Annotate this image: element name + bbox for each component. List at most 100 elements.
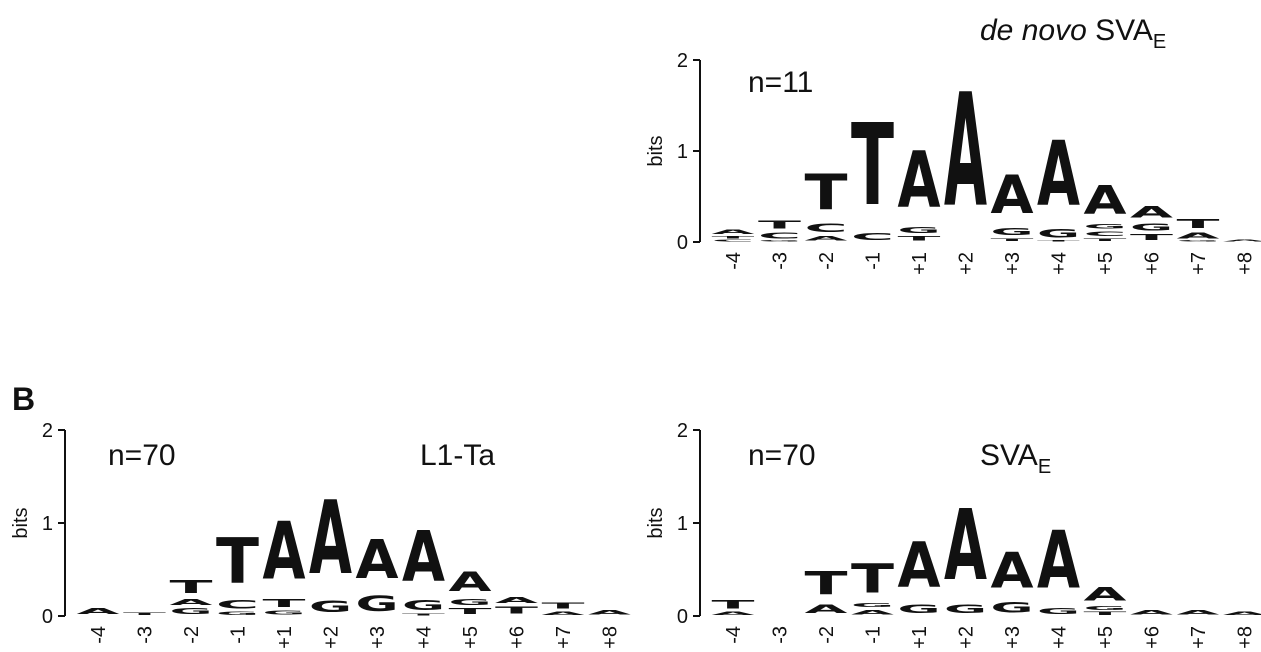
logo-letter: A	[805, 602, 848, 616]
x-tick-label: -1	[228, 626, 250, 644]
logo-letter: T	[495, 605, 538, 616]
logo-letter: T	[1177, 217, 1220, 232]
x-tick-label: +3	[367, 626, 389, 649]
logo-letter: A	[309, 480, 352, 598]
logo-letter: A	[356, 528, 399, 591]
x-tick-label: +8	[1235, 252, 1257, 275]
logo-letter: T	[712, 236, 756, 240]
x-tick-label: -2	[181, 626, 203, 644]
logo-letter: T	[805, 565, 848, 602]
x-tick-label: +5	[1095, 252, 1117, 275]
annotation: n=70	[108, 439, 176, 472]
logo-letter: A	[1130, 609, 1174, 616]
logo-letter: A	[805, 235, 849, 242]
y-tick-label: 2	[677, 50, 688, 72]
logo-letter: G	[944, 602, 987, 616]
x-tick-label: +7	[1188, 626, 1210, 649]
logo-letter: A	[898, 529, 941, 602]
y-tick-label: 0	[677, 232, 688, 254]
logo-letter: C	[1084, 230, 1127, 237]
logo-letter: G	[1037, 607, 1080, 616]
x-tick-label: +4	[1049, 252, 1071, 275]
logo-letter: G	[758, 240, 801, 242]
logo-letter: C	[851, 231, 894, 242]
logo-letter: A	[495, 596, 538, 605]
logo-letter: C	[216, 597, 259, 611]
x-tick-label: +2	[956, 252, 978, 275]
x-tick-label: -3	[770, 252, 792, 270]
logo-letter: A	[944, 489, 987, 602]
logo-letter: T	[851, 556, 894, 602]
logo-letter: G	[449, 597, 492, 606]
logo-letter: A	[1130, 203, 1174, 221]
logo-letter: A	[1037, 122, 1080, 227]
logo-letter: A	[1037, 515, 1080, 608]
title-main: SVA	[1095, 14, 1153, 47]
x-tick-label: +5	[460, 626, 482, 649]
logo-letter: T	[216, 525, 259, 597]
x-tick-label: -4	[723, 252, 745, 270]
x-tick-label: +6	[1142, 252, 1164, 275]
logo-letter: A	[542, 611, 586, 617]
logo-letter: T	[1130, 233, 1174, 242]
logo-letter: A	[991, 164, 1034, 225]
logo-letter: T	[1084, 237, 1128, 242]
logo-letter: A	[449, 568, 492, 598]
logo-letter: A	[1084, 584, 1127, 605]
logo-letter: G	[1084, 605, 1127, 612]
x-tick-label: +5	[1095, 626, 1117, 649]
x-tick-label: -4	[723, 626, 745, 644]
logo-letter: C	[712, 239, 755, 242]
chart-title: SVAE	[980, 439, 1051, 478]
logo-letter: G	[402, 598, 445, 614]
logo-letter: A	[991, 542, 1034, 599]
x-tick-label: +1	[274, 626, 296, 649]
y-tick-label: 2	[42, 420, 53, 442]
logo-letter: G	[170, 607, 213, 616]
x-tick-label: -4	[88, 626, 110, 644]
x-tick-label: +7	[1188, 252, 1210, 275]
x-tick-label: -1	[863, 252, 885, 270]
logo-letter: T	[170, 577, 214, 597]
logo-letter: G	[991, 600, 1034, 617]
logo-letter: A	[944, 61, 987, 242]
title-italic: de novo	[980, 14, 1087, 47]
logo-letter: A	[1177, 609, 1221, 616]
logo-letter: A	[588, 609, 632, 616]
logo-letter: A	[1223, 239, 1261, 242]
logo-letter: G	[898, 602, 941, 616]
y-axis-label: bits	[645, 507, 667, 538]
logo-letter: A	[1177, 231, 1220, 240]
x-tick-label: +4	[414, 626, 436, 649]
panel-label: B	[12, 381, 35, 417]
logo-letter: C	[758, 231, 801, 240]
title-subscript: E	[1153, 31, 1166, 53]
x-tick-label: +4	[1049, 626, 1071, 649]
x-tick-label: +2	[321, 626, 343, 649]
x-tick-label: +6	[1142, 626, 1164, 649]
x-tick-label: +7	[553, 626, 575, 649]
logo-letter: G	[1177, 240, 1220, 242]
title-main: L1-Ta	[420, 439, 495, 472]
logo-letter: A	[1084, 179, 1127, 224]
logo-letter: T	[263, 597, 306, 609]
title-main: SVA	[980, 439, 1038, 472]
x-tick-label: +3	[1002, 626, 1024, 649]
x-tick-label: +2	[956, 626, 978, 649]
y-tick-label: 0	[677, 606, 688, 628]
logo-letter: G	[1037, 227, 1080, 241]
x-tick-label: -3	[770, 626, 792, 644]
annotation: n=70	[748, 439, 816, 472]
y-axis-label: bits	[10, 507, 32, 538]
logo-letter: A	[402, 517, 445, 597]
logo-letter: G	[898, 226, 941, 235]
chart-title: de novo SVAE	[980, 14, 1166, 53]
x-tick-label: -3	[135, 626, 157, 644]
x-tick-label: +8	[1235, 626, 1257, 649]
logo-letter: G	[263, 609, 306, 616]
x-tick-label: +1	[909, 626, 931, 649]
logo-letter: G	[309, 598, 352, 616]
logo-letter: T	[712, 597, 755, 611]
logo-letter: T	[991, 237, 1035, 242]
logo-letter: A	[77, 607, 120, 616]
